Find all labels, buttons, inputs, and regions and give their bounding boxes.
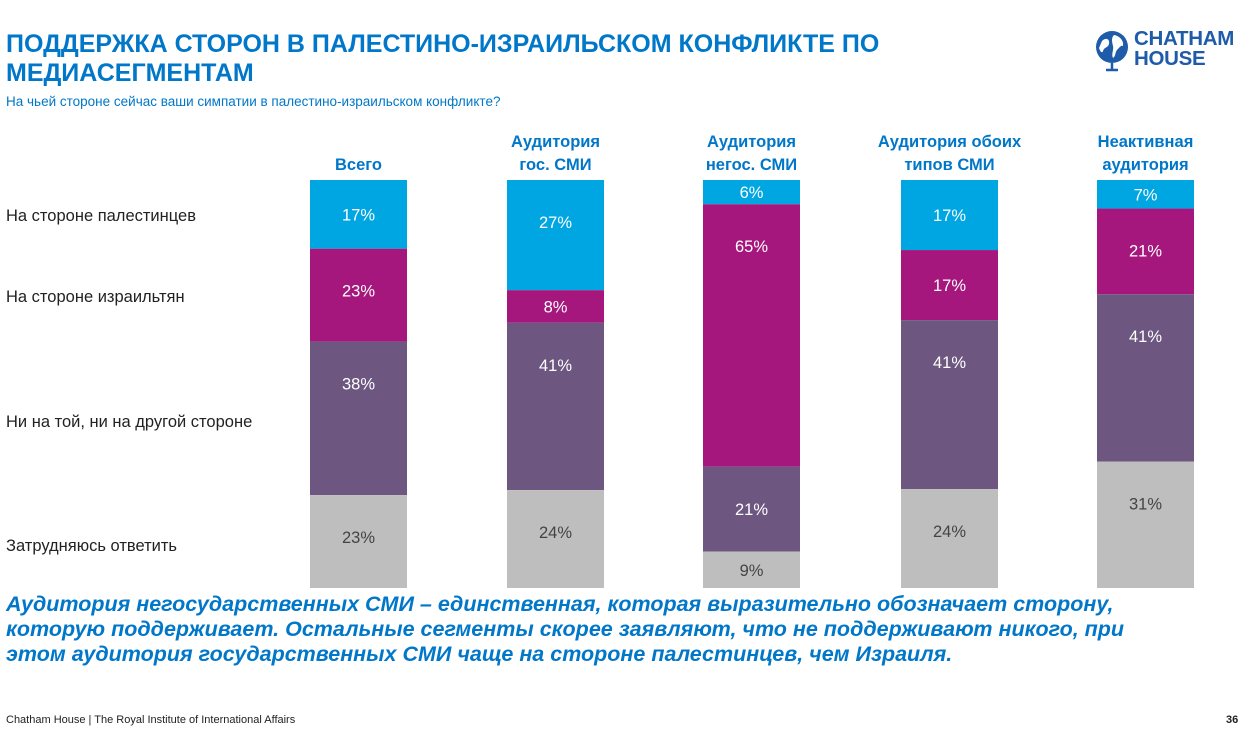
logo-line-2: HOUSE — [1134, 47, 1206, 70]
row-label-1: На стороне израильтян — [6, 288, 185, 306]
globe-icon — [1096, 31, 1128, 72]
page-number: 36 — [1226, 714, 1239, 726]
data-label-4-3: 31% — [1129, 496, 1162, 514]
logo-line-1: CHATHAM — [1134, 27, 1234, 50]
data-label-4-0: 7% — [1134, 186, 1158, 204]
row-label-3: Затрудняюсь ответить — [6, 537, 177, 555]
column-header-4: Неактивная аудитория — [1098, 133, 1194, 174]
data-label-1-0: 27% — [539, 214, 572, 232]
row-label-2: Ни на той, ни на другой стороне — [6, 413, 252, 431]
chatham-house-logo: CHATHAM HOUSE — [1094, 27, 1244, 73]
data-label-0-1: 23% — [342, 283, 375, 301]
stacked-bar-chart: На стороне палестинцев На стороне израиль… — [6, 133, 1194, 588]
data-label-1-2: 41% — [539, 357, 572, 375]
conclusion-text: Аудитория негосударственных СМИ – единст… — [6, 592, 1125, 666]
data-label-0-3: 23% — [342, 529, 375, 547]
bar-segment-4-1 — [1097, 208, 1194, 295]
data-label-0-0: 17% — [342, 206, 375, 224]
bar-segment-3-3 — [901, 489, 998, 588]
bar-segment-1-0 — [507, 180, 604, 291]
data-label-2-3: 9% — [740, 562, 764, 580]
data-label-3-2: 41% — [933, 354, 966, 372]
bar-segment-0-0 — [310, 180, 407, 249]
column-header-3: Аудитория обоих типов СМИ — [878, 133, 1022, 174]
data-label-3-3: 24% — [933, 523, 966, 541]
bar-segment-4-3 — [1097, 461, 1194, 588]
bar-segment-3-0 — [901, 180, 998, 251]
data-label-2-1: 65% — [735, 238, 768, 256]
data-label-0-2: 38% — [342, 376, 375, 394]
data-label-2-0: 6% — [740, 184, 764, 202]
bar-segment-2-1 — [703, 204, 800, 467]
data-label-2-2: 21% — [735, 501, 768, 519]
bar-segment-4-2 — [1097, 294, 1194, 462]
bar-segment-4-0 — [1097, 180, 1194, 209]
logo-text: CHATHAM HOUSE — [1134, 27, 1234, 70]
data-label-1-3: 24% — [539, 524, 572, 542]
bar-segment-2-2 — [703, 466, 800, 552]
column-header-2: Аудитория негос. СМИ — [706, 133, 797, 174]
bar-segment-0-1 — [310, 248, 407, 342]
question-subtitle: На чьей стороне сейчас ваши симпатии в п… — [6, 94, 501, 109]
bar-segment-0-3 — [310, 495, 407, 588]
data-label-3-1: 17% — [933, 277, 966, 295]
bar-segment-1-1 — [507, 290, 604, 323]
data-label-3-0: 17% — [933, 207, 966, 225]
bar-segment-2-3 — [703, 551, 800, 588]
bar-segment-1-3 — [507, 490, 604, 588]
row-label-0: На стороне палестинцев — [6, 207, 196, 225]
page-title: ПОДДЕРЖКА СТОРОН В ПАЛЕСТИНО-ИЗРАИЛЬСКОМ… — [6, 30, 880, 87]
bar-segment-1-2 — [507, 322, 604, 491]
column-header-0: Всего — [335, 156, 382, 174]
data-label-4-2: 41% — [1129, 328, 1162, 346]
bar-segment-3-2 — [901, 320, 998, 490]
footer-text: Chatham House | The Royal Institute of I… — [6, 714, 296, 726]
column-header-1: Аудитория гос. СМИ — [511, 133, 600, 174]
bar-segment-2-0 — [703, 180, 800, 205]
bar-segment-0-2 — [310, 341, 407, 496]
data-label-1-1: 8% — [544, 298, 568, 316]
data-label-4-1: 21% — [1129, 243, 1162, 261]
bar-segment-3-1 — [901, 250, 998, 321]
